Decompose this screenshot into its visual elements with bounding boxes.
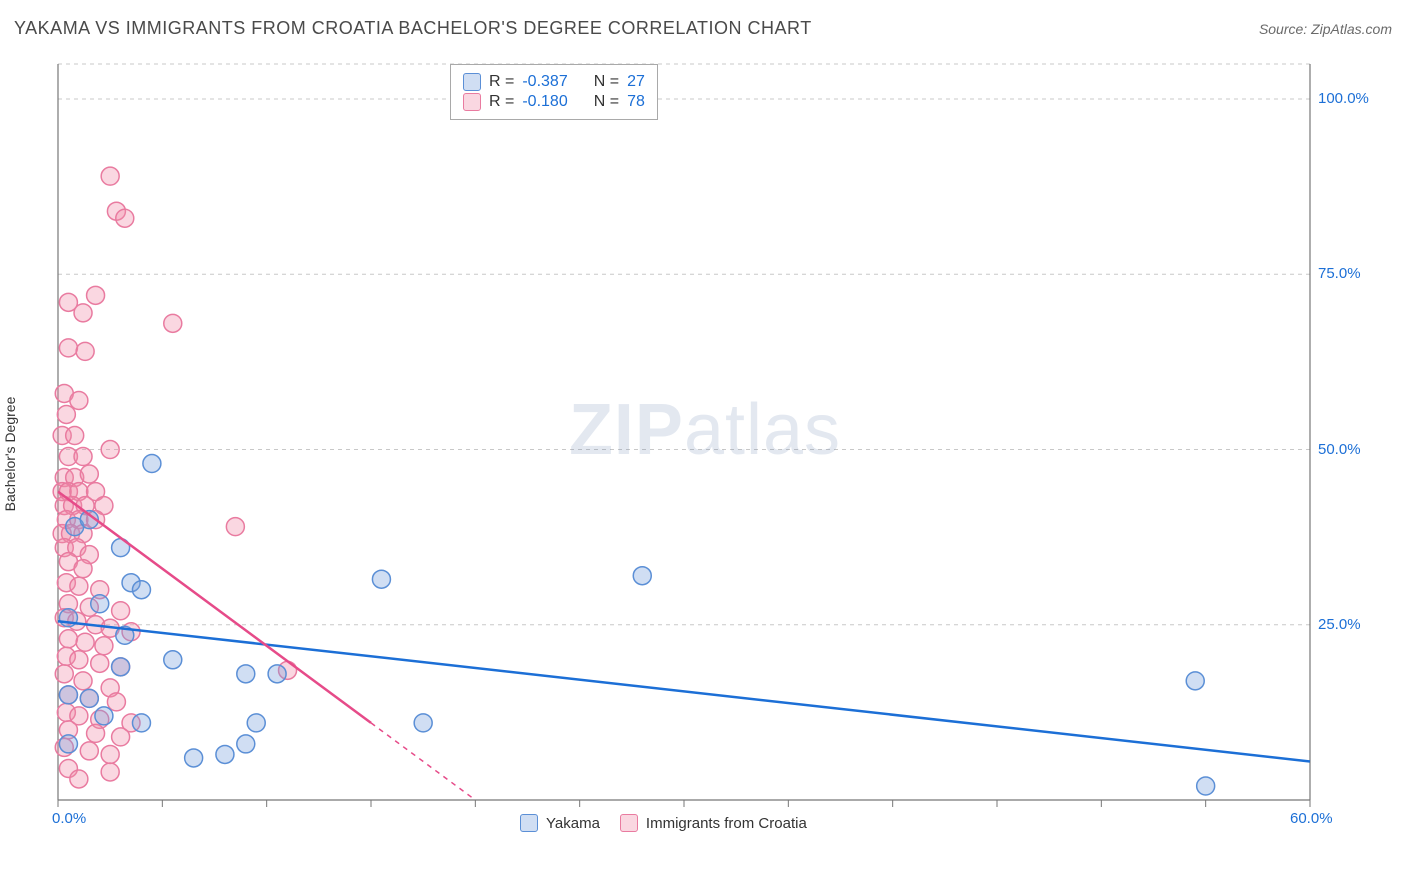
chart-area: ZIPatlas R =-0.387N =27R =-0.180N =78 Ya… [50,60,1360,830]
y-tick-label: 50.0% [1318,441,1360,458]
y-tick-label: 75.0% [1318,265,1360,282]
legend-swatch [463,93,481,111]
y-axis-label: Bachelor's Degree [2,397,18,512]
data-point [132,714,150,732]
data-point [57,405,75,423]
data-point [372,570,390,588]
data-point [80,465,98,483]
data-point [91,595,109,613]
x-tick-label: 60.0% [1290,810,1333,827]
data-point [101,763,119,781]
n-label: N = [594,73,619,91]
data-point [74,672,92,690]
data-point [87,286,105,304]
header: YAKAMA VS IMMIGRANTS FROM CROATIA BACHEL… [14,18,1392,39]
n-label: N = [594,93,619,111]
data-point [247,714,265,732]
data-point [59,735,77,753]
legend-label: Immigrants from Croatia [646,815,807,832]
stat-row: R = -0.180 N = 78 [463,93,645,111]
data-point [112,602,130,620]
data-point [59,630,77,648]
data-point [70,577,88,595]
data-point [59,686,77,704]
data-point [107,693,125,711]
data-point [185,749,203,767]
data-point [216,745,234,763]
data-point [164,651,182,669]
n-value: 78 [627,93,645,111]
legend-item: Yakama [520,814,600,832]
data-point [70,770,88,788]
data-point [226,518,244,536]
legend-swatch [620,814,638,832]
source-attribution: Source: ZipAtlas.com [1259,21,1392,37]
y-tick-label: 25.0% [1318,616,1360,633]
data-point [74,448,92,466]
y-tick-label: 100.0% [1318,90,1360,107]
r-label: R = [489,73,514,91]
data-point [80,689,98,707]
legend-label: Yakama [546,815,600,832]
x-tick-label: 0.0% [52,810,86,827]
trend-line-extrapolated [371,723,475,800]
data-point [76,633,94,651]
data-point [414,714,432,732]
data-point [1197,777,1215,795]
data-point [55,665,73,683]
data-point [87,724,105,742]
chart-title: YAKAMA VS IMMIGRANTS FROM CROATIA BACHEL… [14,18,812,39]
data-point [70,651,88,669]
data-point [237,735,255,753]
legend-swatch [463,73,481,91]
data-point [101,745,119,763]
data-point [143,455,161,473]
data-point [91,654,109,672]
data-point [164,314,182,332]
series-legend: Yakama Immigrants from Croatia [520,814,807,832]
data-point [132,581,150,599]
data-point [95,707,113,725]
data-point [95,637,113,655]
correlation-stats-box: R = -0.387 N = 27 R = -0.180 N = 78 [450,64,658,120]
data-point [116,209,134,227]
data-point [70,391,88,409]
r-label: R = [489,93,514,111]
data-point [74,560,92,578]
n-value: 27 [627,73,645,91]
data-point [59,339,77,357]
r-value: -0.387 [522,73,567,91]
r-value: -0.180 [522,93,567,111]
data-point [237,665,255,683]
legend-item: Immigrants from Croatia [620,814,807,832]
data-point [633,567,651,585]
legend-swatch [520,814,538,832]
data-point [268,665,286,683]
data-point [80,742,98,760]
data-point [66,427,84,445]
data-point [74,304,92,322]
data-point [1186,672,1204,690]
data-point [101,167,119,185]
data-point [76,342,94,360]
data-point [112,728,130,746]
data-point [101,441,119,459]
scatter-chart [50,60,1360,830]
data-point [112,658,130,676]
stat-row: R = -0.387 N = 27 [463,73,645,91]
